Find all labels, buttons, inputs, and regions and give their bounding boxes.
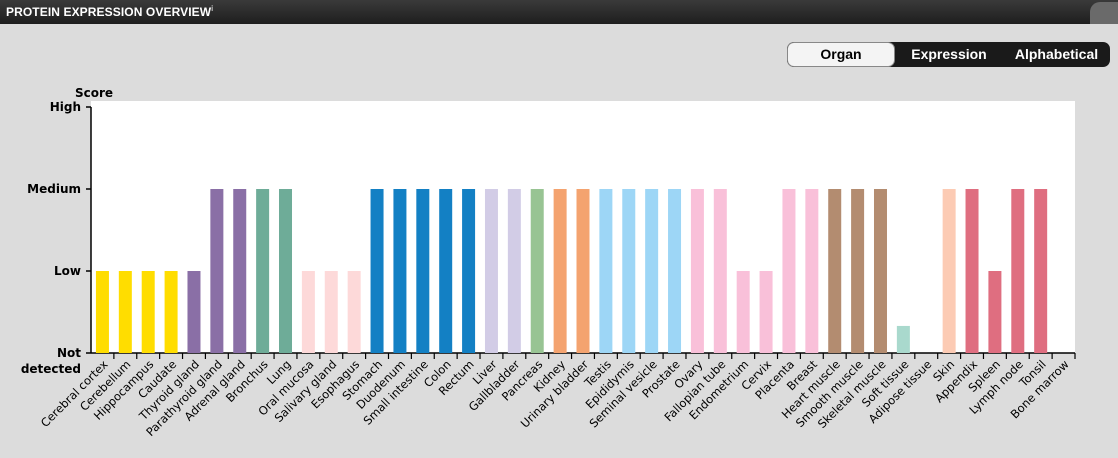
bar[interactable] [95,271,109,353]
y-axis-label: Score [75,86,113,100]
bar[interactable] [576,189,590,353]
bar[interactable] [484,189,498,353]
bar[interactable] [118,271,132,353]
bar[interactable] [416,189,430,353]
bar[interactable] [256,189,270,353]
bar[interactable] [759,271,773,353]
bar[interactable] [301,271,315,353]
bar[interactable] [599,189,613,353]
y-tick-label: Not detected [21,346,81,376]
bar[interactable] [668,189,682,353]
bar[interactable] [873,189,887,353]
bar[interactable] [988,271,1002,353]
bar[interactable] [851,189,865,353]
bar[interactable] [187,271,201,353]
bar[interactable] [233,189,247,353]
page-title-text: PROTEIN EXPRESSION OVERVIEW [6,5,212,19]
bar[interactable] [965,189,979,353]
sort-button-group: Organ Expression Alphabetical [787,42,1110,67]
y-tick-label: High [50,100,81,114]
bar[interactable] [690,189,704,353]
x-ticks: Cerebral cortexCerebellumHippocampusCaud… [38,353,1076,439]
bar[interactable] [645,189,659,353]
bar[interactable] [805,189,819,353]
y-tick-label: Medium [27,182,81,196]
sort-organ-button[interactable]: Organ [787,42,895,67]
y-ticks: Not detected Low Medium High [21,100,91,376]
bar[interactable] [210,189,224,353]
bar[interactable] [393,189,407,353]
bars [95,189,1048,353]
bar[interactable] [896,325,910,353]
bar[interactable] [439,189,453,353]
bar[interactable] [530,189,544,353]
info-icon[interactable]: i [211,4,214,13]
bar[interactable] [462,189,476,353]
bar[interactable] [141,271,155,353]
bar[interactable] [370,189,384,353]
bar[interactable] [553,189,567,353]
bar[interactable] [324,271,338,353]
corner-tab [1090,2,1118,24]
bar[interactable] [279,189,293,353]
bar[interactable] [164,271,178,353]
sort-expression-button[interactable]: Expression [911,46,987,62]
bar[interactable] [1034,189,1048,353]
bar[interactable] [942,189,956,353]
bar[interactable] [736,271,750,353]
bar[interactable] [507,189,521,353]
bar[interactable] [1011,189,1025,353]
bar[interactable] [622,189,636,353]
bar[interactable] [828,189,842,353]
header-bar: PROTEIN EXPRESSION OVERVIEWi [0,0,1118,24]
page-title: PROTEIN EXPRESSION OVERVIEWi [6,4,213,19]
bar[interactable] [347,271,361,353]
y-tick-label: Low [54,264,81,278]
sort-alphabetical-button[interactable]: Alphabetical [1014,46,1099,62]
bar[interactable] [713,189,727,353]
bar[interactable] [782,189,796,353]
